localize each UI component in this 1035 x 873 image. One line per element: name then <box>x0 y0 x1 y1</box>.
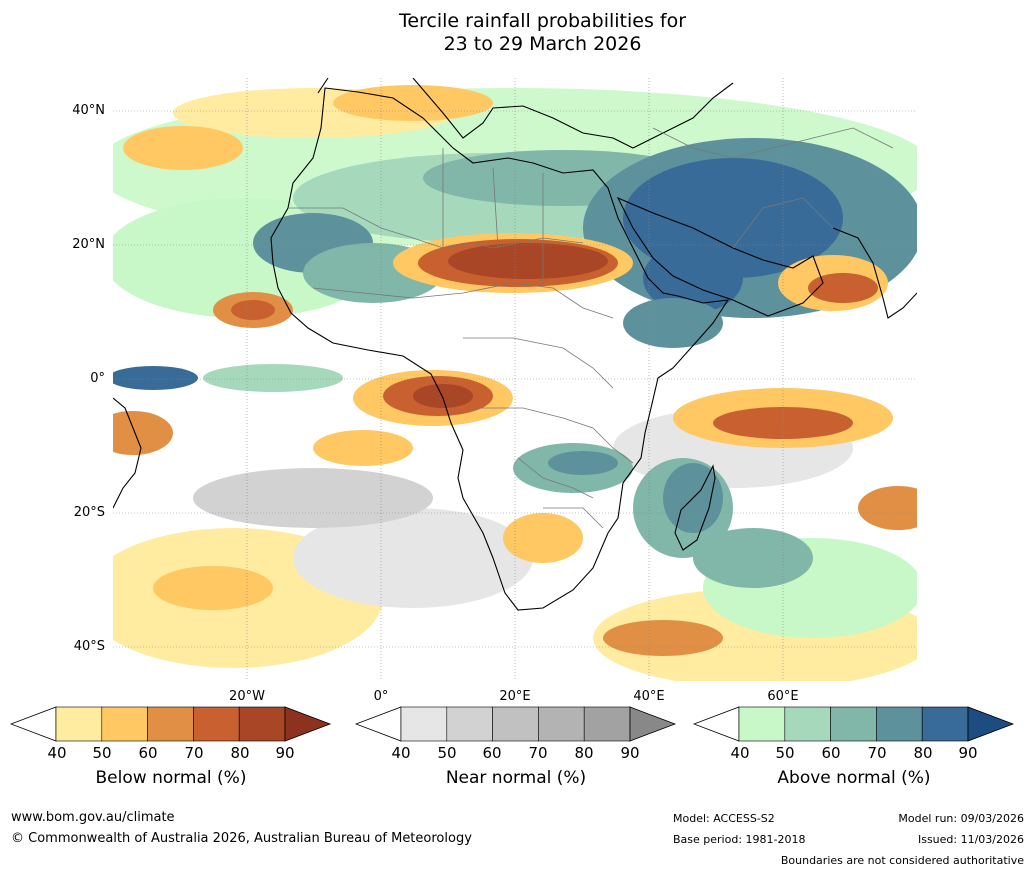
india-coastline <box>832 227 917 319</box>
lat-label-20s: 20°S <box>73 505 105 520</box>
below-normal-title: Below normal (%) <box>95 768 247 788</box>
colorbar-segment <box>830 706 877 742</box>
footer-base-period: Base period: 1981-2018 <box>673 833 806 846</box>
probability-map <box>113 78 917 681</box>
colorbar-segment <box>876 706 923 742</box>
probability-region <box>123 126 243 170</box>
probability-region <box>603 620 723 656</box>
colorbar-segment <box>193 706 240 742</box>
lon-label-20w: 20°W <box>229 689 265 704</box>
tick-label: 80 <box>574 744 594 762</box>
probability-region <box>231 300 275 320</box>
colorbar-segment <box>238 706 286 742</box>
tick-label: 70 <box>867 744 887 762</box>
lon-label-0: 0° <box>373 689 389 704</box>
probability-region <box>153 566 273 610</box>
tick-label: 50 <box>92 744 112 762</box>
lat-label-0: 0° <box>90 371 105 386</box>
probability-region <box>113 366 198 390</box>
colorbar-segment <box>147 706 194 742</box>
colorbar-segment <box>492 706 539 742</box>
colorbar-segment <box>101 706 148 742</box>
tick-label: 90 <box>620 744 640 762</box>
probability-region <box>113 411 173 455</box>
footer-disclaimer: Boundaries are not considered authoritat… <box>780 854 1024 867</box>
tick-label: 40 <box>730 744 750 762</box>
probability-region <box>313 430 413 466</box>
arabia-coastline <box>616 196 824 317</box>
tick-label: 40 <box>391 744 411 762</box>
probability-region <box>693 528 813 588</box>
footer-model-run: Model run: 09/03/2026 <box>898 812 1024 825</box>
colorbar-extend-low <box>693 706 740 742</box>
above-normal-title: Above normal (%) <box>777 768 931 788</box>
footer-model: Model: ACCESS-S2 <box>673 812 775 825</box>
tick-label: 80 <box>913 744 933 762</box>
probability-region <box>858 486 917 530</box>
south-america-coastline <box>113 397 142 509</box>
madagascar-coastline <box>674 464 716 551</box>
lon-label-20e: 20°E <box>499 689 531 704</box>
tick-label: 60 <box>821 744 841 762</box>
lat-label-40s: 40°S <box>73 639 105 654</box>
tick-label: 60 <box>138 744 158 762</box>
probability-region <box>333 85 493 121</box>
probability-region <box>293 508 533 608</box>
tick-label: 90 <box>958 744 978 762</box>
colorbar-segment <box>583 706 631 742</box>
near-normal-colorbar <box>355 706 677 742</box>
tick-label: 50 <box>775 744 795 762</box>
europe-coastline <box>317 78 734 149</box>
tick-label: 60 <box>482 744 502 762</box>
colorbar-segment <box>738 706 786 742</box>
tick-label: 90 <box>275 744 295 762</box>
colorbar-extend-high <box>967 706 1015 742</box>
map-title: Tercile rainfall probabilities for 23 to… <box>0 10 1035 56</box>
colorbar-segment <box>400 706 448 742</box>
probability-region <box>203 364 343 392</box>
lat-label-40n: 40°N <box>72 103 105 118</box>
colorbar-segment <box>784 706 831 742</box>
probability-region <box>548 451 618 475</box>
graticule <box>113 78 917 681</box>
below-normal-colorbar <box>10 706 332 742</box>
probability-region <box>413 384 473 408</box>
colorbar-extend-high <box>284 706 332 742</box>
lat-label-20n: 20°N <box>72 237 105 252</box>
footer-copyright: © Commonwealth of Australia 2026, Austra… <box>11 831 472 846</box>
footer-url: www.bom.gov.au/climate <box>11 810 175 825</box>
above-normal-colorbar <box>693 706 1015 742</box>
tick-label: 70 <box>528 744 548 762</box>
probability-region <box>448 243 608 279</box>
tick-label: 80 <box>230 744 250 762</box>
map-canvas <box>113 78 917 681</box>
tick-label: 40 <box>47 744 67 762</box>
footer-issued: Issued: 11/03/2026 <box>917 833 1024 846</box>
probability-region <box>193 468 433 528</box>
lon-label-40e: 40°E <box>633 689 665 704</box>
title-line-1: Tercile rainfall probabilities for <box>398 10 687 32</box>
tick-label: 50 <box>437 744 457 762</box>
probability-region <box>808 273 878 303</box>
near-normal-title: Near normal (%) <box>445 768 587 788</box>
coastlines <box>113 78 917 611</box>
colorbar-segment <box>538 706 585 742</box>
lon-label-60e: 60°E <box>767 689 799 704</box>
colorbar-extend-low <box>10 706 57 742</box>
colorbar-segment <box>446 706 493 742</box>
tick-label: 70 <box>184 744 204 762</box>
probability-region <box>503 513 583 563</box>
colorbar-extend-high <box>629 706 677 742</box>
africa-coastline <box>270 87 730 611</box>
colorbar-extend-low <box>355 706 402 742</box>
country-boundaries <box>288 127 894 529</box>
colorbar-segment <box>55 706 103 742</box>
title-line-2: 23 to 29 March 2026 <box>443 33 642 55</box>
probability-region <box>623 298 723 348</box>
colorbar-segment <box>921 706 969 742</box>
